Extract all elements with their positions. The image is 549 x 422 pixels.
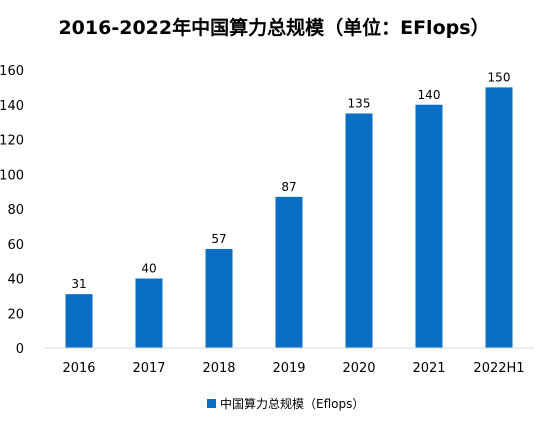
y-tick-label: 0 <box>16 342 24 357</box>
x-tick-label: 2019 <box>272 361 305 376</box>
y-axis: 0 20 40 60 80 100 120 140 160 <box>0 64 24 357</box>
bar-series: 31 40 57 87 135 140 150 <box>65 70 513 348</box>
data-label: 40 <box>141 262 156 276</box>
data-label: 140 <box>418 88 441 102</box>
data-label: 31 <box>71 277 86 291</box>
y-tick-label: 140 <box>0 99 24 114</box>
y-tick-label: 160 <box>0 64 24 79</box>
bar <box>275 196 303 348</box>
data-label: 135 <box>348 96 371 110</box>
x-tick-label: 2017 <box>132 361 165 376</box>
chart-title: 2016-2022年中国算力总规模（单位：EFlops） <box>58 16 489 39</box>
bar <box>345 113 373 348</box>
x-tick-label: 2018 <box>202 361 235 376</box>
legend: 中国算力总规模（Eflops） <box>207 396 364 411</box>
x-axis: 2016 2017 2018 2019 2020 2021 2022H1 <box>44 347 534 376</box>
x-tick-label: 2016 <box>62 361 95 376</box>
bar <box>485 87 513 348</box>
data-label: 150 <box>488 70 511 84</box>
data-label: 87 <box>281 180 296 194</box>
legend-swatch <box>207 399 216 408</box>
y-tick-label: 60 <box>7 238 24 253</box>
bar <box>205 248 233 348</box>
y-tick-label: 40 <box>7 273 24 288</box>
legend-label: 中国算力总规模（Eflops） <box>220 396 364 411</box>
data-label: 57 <box>211 232 226 246</box>
bar <box>415 104 443 348</box>
y-tick-label: 100 <box>0 168 24 183</box>
y-tick-label: 80 <box>7 203 24 218</box>
x-tick-label: 2022H1 <box>473 361 524 376</box>
bar <box>65 294 93 348</box>
y-tick-label: 20 <box>7 307 24 322</box>
y-tick-label: 120 <box>0 134 24 149</box>
bar <box>135 278 163 348</box>
x-tick-label: 2020 <box>342 361 375 376</box>
x-tick-label: 2021 <box>412 361 445 376</box>
